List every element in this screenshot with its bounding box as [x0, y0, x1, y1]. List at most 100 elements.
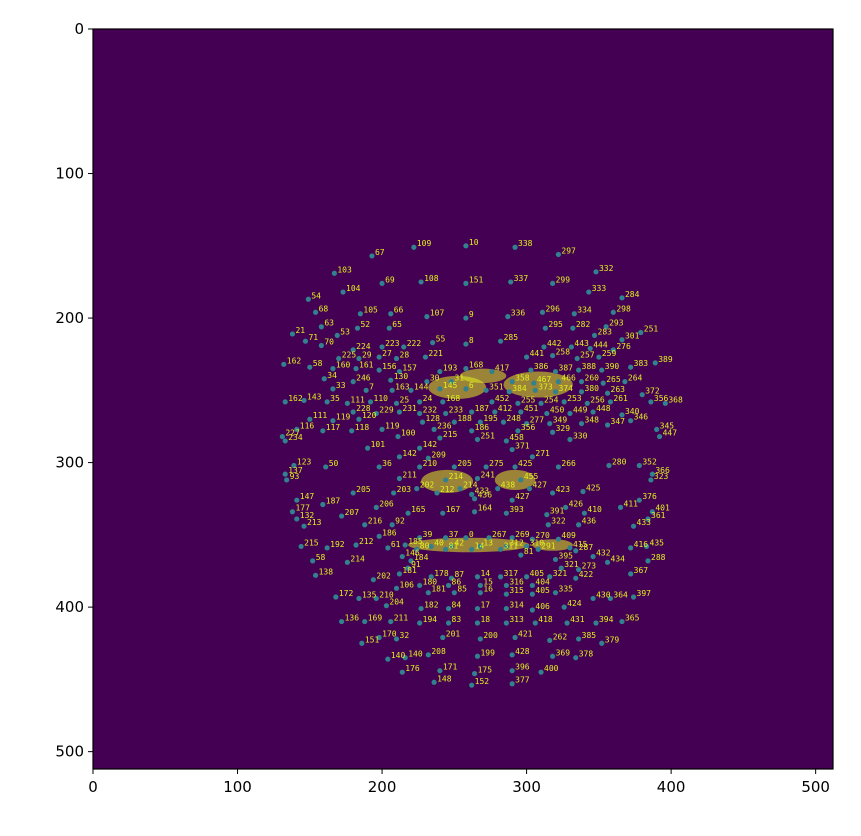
landmark-label: 182 — [424, 601, 439, 610]
landmark-label: 348 — [585, 416, 600, 425]
landmark-point — [576, 522, 582, 528]
landmark-point — [443, 535, 449, 541]
landmark-label: 228 — [356, 404, 371, 413]
landmark-point — [395, 433, 401, 440]
landmark-label: 347 — [611, 417, 626, 426]
landmark-point — [523, 543, 530, 550]
landmark-point — [509, 535, 515, 541]
landmark-label: 176 — [405, 664, 420, 673]
landmark-point — [576, 566, 582, 573]
landmark-label: 258 — [556, 348, 571, 357]
landmark-label: 63 — [324, 319, 334, 328]
landmark-point — [373, 410, 379, 417]
landmark-label: 120 — [362, 411, 377, 420]
landmark-point — [363, 387, 369, 393]
landmark-point — [320, 428, 326, 434]
landmark-label: 211 — [394, 614, 409, 623]
landmark-point — [451, 464, 457, 470]
landmark-point — [483, 387, 489, 393]
landmark-point — [324, 399, 330, 405]
landmark-point — [508, 279, 514, 285]
landmark-label: 251 — [644, 325, 659, 334]
landmark-label: 442 — [547, 339, 562, 348]
landmark-label: 388 — [582, 362, 597, 371]
landmark-label: 373 — [538, 382, 553, 391]
landmark-label: 415 — [573, 540, 588, 549]
landmark-point — [336, 355, 342, 362]
landmark-label: 253 — [567, 394, 582, 403]
landmark-point — [401, 344, 407, 350]
landmark-point — [350, 490, 356, 496]
landmark-label: 162 — [287, 356, 302, 365]
landmark-point — [463, 386, 469, 392]
landmark-label: 67 — [375, 248, 385, 257]
landmark-label: 426 — [569, 499, 584, 508]
landmark-point — [474, 653, 481, 659]
landmark-point — [312, 572, 319, 578]
landmark-label: 224 — [356, 342, 371, 351]
landmark-point — [645, 558, 651, 564]
landmark-point — [603, 324, 609, 330]
landmark-label: 425 — [586, 484, 601, 493]
landmark-point — [376, 354, 382, 360]
landmark-point — [474, 475, 481, 482]
landmark-label: 202 — [376, 572, 391, 581]
landmark-label: 39 — [423, 530, 433, 539]
landmark-point — [568, 344, 574, 350]
landmark-label: 435 — [650, 538, 665, 547]
landmark-point — [417, 399, 423, 405]
landmark-label: 270 — [535, 531, 550, 540]
landmark-label: 24 — [423, 394, 433, 403]
landmark-label: 81 — [524, 547, 534, 556]
landmark-point — [477, 582, 483, 589]
landmark-point — [617, 504, 624, 510]
landmark-point — [353, 542, 359, 548]
landmark-label: 109 — [417, 239, 432, 248]
landmark-point — [606, 462, 612, 469]
landmark-label: 105 — [363, 306, 378, 315]
landmark-label: 466 — [561, 374, 576, 383]
landmark-point — [440, 634, 446, 641]
landmark-label: 15 — [483, 577, 493, 586]
landmark-point — [578, 420, 585, 427]
landmark-point — [393, 400, 400, 406]
landmark-point — [584, 400, 590, 406]
landmark-label: 8 — [469, 336, 474, 345]
landmark-point — [294, 516, 300, 522]
landmark-point — [350, 409, 356, 415]
landmark-point — [538, 400, 544, 406]
landmark-label: 227 — [285, 429, 300, 438]
landmark-label: 177 — [295, 504, 310, 513]
landmark-label: 400 — [544, 664, 559, 673]
landmark-label: 231 — [402, 404, 417, 413]
landmark-point — [424, 314, 430, 320]
landmark-label: 422 — [579, 570, 594, 579]
landmark-label: 427 — [532, 481, 547, 490]
landmark-label: 35 — [330, 394, 340, 403]
landmark-label: 0 — [469, 530, 474, 539]
landmark-label: 31 — [454, 374, 464, 383]
landmark-label: 175 — [478, 666, 493, 675]
landmark-label: 172 — [339, 589, 354, 598]
landmark-label: 450 — [550, 405, 565, 414]
landmark-point — [357, 311, 363, 317]
landmark-point — [312, 309, 319, 315]
landmark-label: 282 — [576, 320, 591, 329]
landmark-label: 83 — [452, 615, 462, 624]
landmark-point — [649, 509, 655, 515]
landmark-point — [463, 366, 469, 372]
landmark-point — [590, 409, 596, 415]
landmark-point — [445, 620, 452, 626]
landmark-label: 265 — [606, 375, 621, 384]
landmark-label: 199 — [480, 648, 495, 657]
landmark-label: 447 — [663, 429, 678, 438]
landmark-label: 458 — [509, 433, 524, 442]
landmark-point — [369, 253, 375, 259]
landmark-point — [561, 604, 567, 610]
landmark-label: 234 — [288, 433, 303, 442]
landmark-point — [552, 556, 559, 563]
landmark-label: 295 — [548, 320, 563, 329]
landmark-point — [298, 543, 304, 550]
landmark-label: 42 — [454, 538, 464, 547]
landmark-label: 80 — [420, 541, 430, 550]
